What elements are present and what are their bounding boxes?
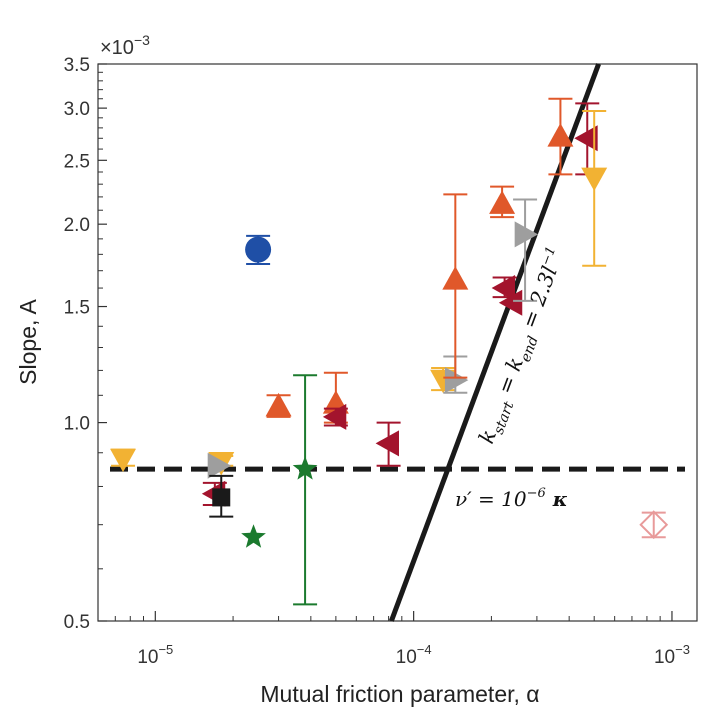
y-tick-label: 3.0	[64, 99, 90, 120]
tri-right-marker	[444, 367, 469, 394]
diamond-marker	[639, 510, 669, 540]
tri-left-marker	[322, 403, 347, 430]
data-point	[322, 403, 348, 430]
tri-up-marker	[265, 392, 292, 417]
circle-marker	[245, 236, 272, 263]
data-point	[498, 289, 523, 316]
tri-left-marker	[491, 275, 516, 302]
reference-line-label: ν′ = 10−6 κ	[455, 486, 568, 511]
tri-left-marker	[574, 125, 598, 152]
data-point	[375, 421, 401, 467]
data-point	[547, 97, 574, 176]
data-point	[489, 185, 516, 219]
y-axis-label: Slope, A	[15, 299, 41, 385]
tri-down-marker	[581, 167, 608, 192]
data-point	[265, 392, 292, 418]
data-point	[245, 234, 272, 266]
y-tick-label: 1.0	[64, 414, 90, 435]
y-tick-label: 2.5	[64, 151, 90, 172]
tri-up-marker	[489, 190, 516, 214]
data-point	[513, 198, 539, 302]
y-tick-label: 0.5	[64, 612, 90, 633]
tri-right-marker	[207, 452, 232, 479]
fit-line-label: kstart = kend = 2.3l−1	[473, 245, 573, 449]
plot-frame	[97, 63, 698, 622]
fit-line	[389, 63, 601, 622]
tri-right-marker	[514, 221, 539, 248]
data-point	[292, 374, 318, 606]
x-axis-label: Mutual friction parameter, α	[260, 681, 539, 707]
x-tick-label: 10−3	[654, 642, 690, 668]
data-point	[209, 474, 234, 518]
data-point	[207, 452, 232, 479]
x-tick-label: 10−4	[396, 642, 432, 668]
data-point	[241, 524, 266, 548]
data-point	[639, 510, 669, 540]
y-multiplier-label: ×10−3	[100, 32, 150, 59]
star-marker	[241, 524, 266, 548]
star-marker	[292, 456, 318, 480]
data-point	[581, 110, 608, 267]
tri-left-marker	[498, 289, 523, 316]
data-point	[110, 448, 137, 473]
x-tick-label: 10−5	[137, 642, 173, 668]
y-tick-label: 1.5	[64, 298, 90, 319]
data-point	[442, 193, 469, 379]
tri-up-marker	[547, 123, 574, 147]
tri-up-marker	[442, 266, 469, 290]
square-marker	[212, 488, 231, 507]
y-tick-label: 3.5	[64, 55, 90, 76]
tri-left-marker	[375, 430, 400, 457]
tri-down-marker	[110, 448, 137, 473]
y-tick-label: 2.0	[64, 215, 90, 236]
